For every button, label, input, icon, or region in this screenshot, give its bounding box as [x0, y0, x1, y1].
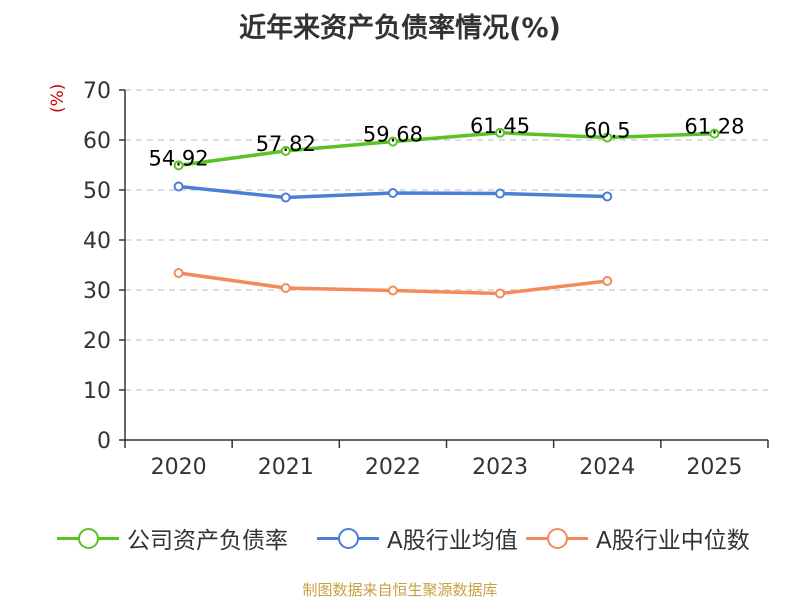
- data-point: [280, 192, 291, 203]
- y-tick-label: 70: [83, 79, 111, 104]
- data-point: [280, 283, 291, 293]
- data-point: [387, 188, 398, 198]
- y-tick-label: 50: [83, 179, 111, 204]
- legend-swatch: [317, 518, 379, 558]
- legend-swatch: [526, 518, 588, 558]
- data-point: [602, 276, 613, 286]
- data-point: [387, 285, 398, 296]
- data-point: [173, 181, 184, 192]
- legend-item[interactable]: A股行业均值: [317, 518, 518, 558]
- series-line: [178, 131, 715, 168]
- legend-item[interactable]: A股行业中位数: [526, 518, 750, 558]
- legend-label: A股行业中位数: [596, 528, 750, 554]
- data-point: [280, 145, 291, 156]
- data-label: 60.5: [584, 119, 631, 143]
- x-tick-label: 2025: [686, 455, 742, 480]
- x-tick-label: 2023: [472, 455, 528, 480]
- data-point: [602, 191, 613, 202]
- y-tick-label: 10: [83, 379, 111, 404]
- x-tick-label: 2024: [579, 455, 635, 480]
- legend-label: 公司资产负债率: [127, 528, 288, 554]
- x-tick-label: 2020: [151, 455, 207, 480]
- y-tick-label: 0: [97, 429, 111, 454]
- legend-swatch: [57, 518, 119, 558]
- data-point: [495, 127, 506, 138]
- data-point: [709, 128, 720, 139]
- data-label: 57.82: [256, 132, 316, 156]
- data-label: 61.45: [470, 114, 530, 138]
- x-tick-label: 2022: [365, 455, 421, 480]
- y-tick-label: 40: [83, 229, 111, 254]
- data-point: [495, 188, 506, 199]
- data-label: 54.92: [149, 146, 209, 170]
- y-tick-label: 30: [83, 279, 111, 304]
- y-tick-label: 20: [83, 329, 111, 354]
- data-label: 61.28: [684, 115, 744, 139]
- y-tick-label: 60: [83, 129, 111, 154]
- legend-label: A股行业均值: [387, 528, 518, 554]
- chart-title: 近年来资产负债率情况(%): [239, 13, 561, 44]
- legend-item[interactable]: 公司资产负债率: [57, 518, 288, 558]
- data-point: [495, 288, 506, 299]
- legend: 公司资产负债率 A股行业均值 A股行业中位数: [0, 518, 800, 558]
- data-point: [602, 132, 613, 143]
- data-point: [173, 160, 184, 171]
- data-point: [387, 136, 398, 147]
- source-note: 制图数据来自恒生聚源数据库: [302, 581, 498, 599]
- data-point: [173, 268, 184, 278]
- x-tick-label: 2021: [258, 455, 314, 480]
- data-label: 59.68: [363, 123, 423, 147]
